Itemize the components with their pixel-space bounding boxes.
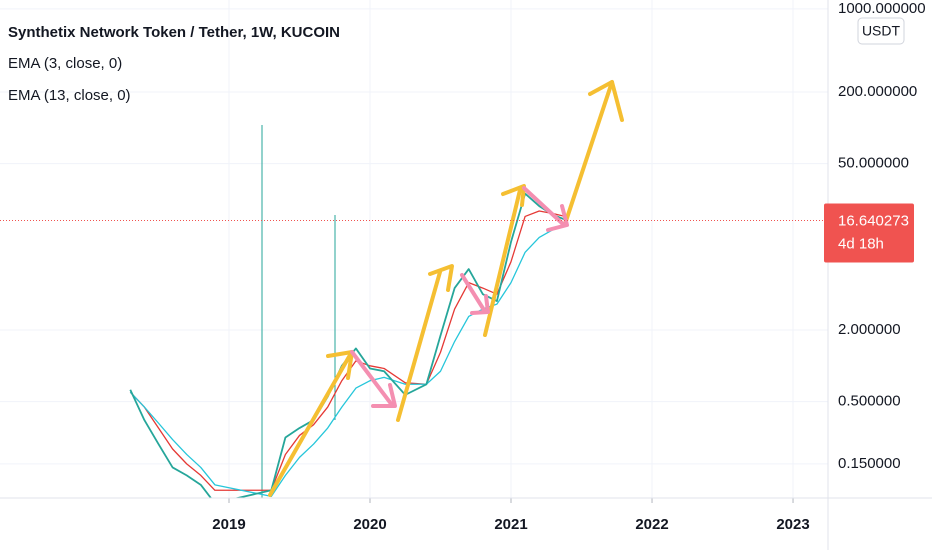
x-tick-label: 2020 bbox=[353, 516, 386, 533]
y-tick-label: 200.000000 bbox=[838, 83, 917, 100]
arrow-head bbox=[546, 204, 569, 232]
y-tick-label: 1000.000000 bbox=[838, 0, 926, 17]
grid bbox=[0, 0, 828, 498]
arrow-head bbox=[470, 294, 490, 315]
price-line bbox=[129, 192, 568, 498]
currency-button[interactable] bbox=[857, 17, 905, 45]
drawings bbox=[268, 80, 624, 497]
x-tick-label: 2019 bbox=[212, 516, 245, 533]
x-tick-label: 2023 bbox=[776, 516, 809, 533]
x-tick-label: 2022 bbox=[635, 516, 668, 533]
trend-arrow bbox=[483, 188, 522, 337]
y-tick-label: 0.500000 bbox=[838, 393, 901, 410]
trend-arrow bbox=[396, 270, 442, 422]
trend-arrow bbox=[350, 350, 394, 407]
chart-title: Synthetix Network Token / Tether, 1W, KU… bbox=[8, 24, 340, 41]
x-tick-label: 2021 bbox=[494, 516, 527, 533]
trend-arrow bbox=[460, 273, 486, 312]
arrow-head bbox=[371, 383, 397, 408]
y-tick-label: 2.000000 bbox=[838, 321, 901, 338]
trend-arrow bbox=[268, 353, 352, 497]
arrow-head bbox=[588, 80, 624, 122]
axis-corner bbox=[828, 498, 932, 550]
ema-line bbox=[129, 225, 568, 498]
y-tick-label: 50.000000 bbox=[838, 155, 909, 172]
y-tick-label: 0.150000 bbox=[838, 455, 901, 472]
legend-entry: EMA (13, close, 0) bbox=[8, 87, 131, 104]
last-price-label: 16.640273 bbox=[838, 212, 909, 229]
trend-arrow bbox=[522, 186, 566, 227]
trend-arrow bbox=[563, 80, 614, 226]
arrow-head bbox=[428, 264, 454, 292]
last-price-tag bbox=[824, 203, 914, 263]
currency-label[interactable]: USDT bbox=[862, 23, 901, 39]
countdown-label: 4d 18h bbox=[838, 235, 884, 252]
legend-entry: EMA (3, close, 0) bbox=[8, 55, 122, 72]
